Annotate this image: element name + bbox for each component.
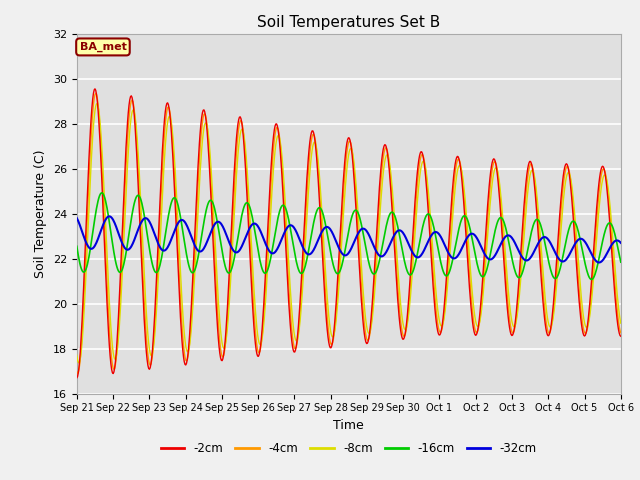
X-axis label: Time: Time [333, 419, 364, 432]
Text: BA_met: BA_met [79, 42, 126, 52]
Legend: -2cm, -4cm, -8cm, -16cm, -32cm: -2cm, -4cm, -8cm, -16cm, -32cm [156, 437, 541, 460]
Title: Soil Temperatures Set B: Soil Temperatures Set B [257, 15, 440, 30]
Y-axis label: Soil Temperature (C): Soil Temperature (C) [35, 149, 47, 278]
